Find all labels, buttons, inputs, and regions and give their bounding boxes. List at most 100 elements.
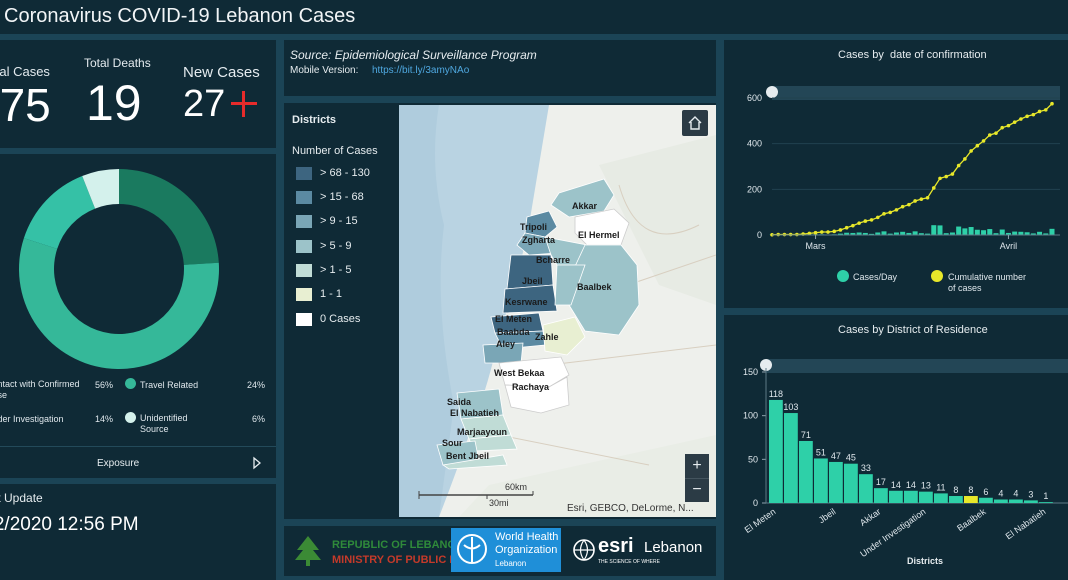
- legend-cases-day-swatch: [837, 270, 849, 282]
- cases-day-bar: [918, 233, 924, 235]
- cases-day-bar: [949, 232, 955, 235]
- map-label-el-hermel: El Hermel: [578, 230, 620, 240]
- cases-day-bar: [906, 232, 912, 235]
- cumulative-point: [1050, 101, 1054, 106]
- exposure-tab-label[interactable]: Exposure: [97, 458, 140, 469]
- mobile-version-link[interactable]: https://bit.ly/3amyNAo: [372, 65, 470, 76]
- legend-unidentified-pct: 6%: [252, 414, 266, 424]
- map-home-button[interactable]: [682, 110, 708, 136]
- cumulative-point: [931, 186, 936, 190]
- district-bar-value-label: 13: [921, 481, 931, 491]
- cumulative-point: [807, 231, 812, 236]
- map-legend-swatch-4: [296, 240, 312, 253]
- cases-day-bar: [900, 231, 906, 235]
- line-chart-xtick-label: Mars: [806, 241, 826, 251]
- esri-country: Lebanon: [644, 539, 703, 556]
- chevron-right-icon[interactable]: [252, 456, 262, 470]
- map-label-west-bekaa: West Bekaa: [494, 368, 545, 378]
- cases-day-bar: [981, 230, 987, 235]
- bar-chart-xtick-label: Jbeil: [817, 506, 838, 525]
- map-legend-label-6: 1 - 1: [320, 288, 343, 300]
- district-bar-value-label: 17: [876, 477, 886, 487]
- district-bar: [874, 488, 888, 503]
- cases-day-bar: [1030, 233, 1036, 235]
- who-line3: Lebanon: [495, 559, 527, 568]
- donut-slice-investigation: [23, 176, 96, 249]
- exposure-panel: Contact with Confirmed Case 56% Travel R…: [0, 154, 276, 478]
- bar-chart-slider-handle: [760, 359, 772, 371]
- map-legend-label-3: > 9 - 15: [320, 215, 358, 227]
- cases-day-bar: [869, 233, 875, 235]
- district-bar: [814, 458, 828, 503]
- bar-chart-range-slider: [766, 359, 1068, 373]
- district-bar-value-label: 14: [906, 480, 916, 490]
- district-bar-value-label: 8: [968, 485, 973, 495]
- map-label-saida: Saida: [447, 397, 472, 407]
- donut-slice-unidentified: [82, 169, 119, 209]
- map-legend-swatch-1: [296, 167, 312, 180]
- exposure-footer-divider: [0, 446, 276, 447]
- line-chart-ytick-label: 200: [747, 184, 762, 194]
- map-legend-label-2: > 15 - 68: [320, 191, 364, 203]
- legend-cumulative-label: Cumulative number of cases: [948, 272, 1027, 293]
- cumulative-point: [1000, 125, 1005, 130]
- bar-chart-ytick-label: 100: [743, 411, 758, 421]
- district-bar-value-label: 45: [846, 453, 856, 463]
- cedar-emblem-icon: [295, 536, 321, 566]
- map-legend-swatch-5: [296, 264, 312, 277]
- cumulative-point: [1043, 108, 1048, 112]
- district-bar-value-label: 33: [861, 463, 871, 473]
- cases-day-bar: [1049, 228, 1055, 235]
- cases-day-bar: [1043, 233, 1049, 235]
- map-label-sour: Sour: [442, 438, 463, 448]
- cumulative-point: [987, 133, 992, 137]
- cases-day-bar: [844, 232, 850, 235]
- cumulative-point: [844, 225, 849, 230]
- scale-bar: [418, 491, 534, 499]
- cumulative-point: [819, 230, 824, 234]
- district-bar-value-label: 14: [891, 480, 901, 490]
- district-bar-value-label: 3: [1028, 489, 1033, 499]
- map-label-kesrwane: Kesrwane: [505, 297, 548, 307]
- map-label-bcharre: Bcharre: [536, 255, 571, 265]
- cases-day-bar: [943, 233, 949, 235]
- map-legend-label-4: > 5 - 9: [320, 240, 352, 252]
- cumulative-point: [944, 174, 949, 179]
- map-label-baabda: Baabda: [497, 327, 530, 337]
- district-bar: [844, 463, 858, 503]
- mobile-version-label: Mobile Version:: [290, 65, 359, 76]
- cumulative-point: [919, 197, 924, 201]
- zoom-in-button[interactable]: +: [685, 454, 709, 478]
- map-view[interactable]: Akkar Tripoli Zgharta El Hermel Bcharre …: [399, 105, 716, 517]
- cases-day-bar: [974, 229, 980, 235]
- cumulative-point: [875, 215, 880, 220]
- line-chart-panel: Cases by date of confirmation 0 200 400 600…: [724, 40, 1068, 308]
- cases-day-bar: [993, 233, 999, 235]
- cases-day-bar: [856, 232, 862, 235]
- cases-day-bar: [887, 233, 893, 235]
- map-label-aley: Aley: [496, 339, 516, 349]
- cases-day-bar: [999, 229, 1005, 235]
- line-chart-range-slider: [772, 86, 1060, 100]
- zoom-out-button[interactable]: −: [685, 478, 709, 502]
- new-cases-label: New Cases: [183, 64, 260, 81]
- cumulative-point: [969, 149, 973, 153]
- source-text: Source: Epidemiological Surveillance Pro…: [290, 48, 537, 62]
- district-bar: [979, 497, 993, 503]
- district-bar-value-label: 47: [831, 451, 841, 461]
- cumulative-point: [826, 230, 830, 234]
- cumulative-point: [851, 223, 855, 228]
- district-bar: [784, 413, 798, 503]
- line-chart-ytick-label: 600: [747, 93, 762, 103]
- cases-day-bar: [937, 225, 943, 235]
- cases-day-bar: [1012, 231, 1018, 235]
- cumulative-point: [1025, 114, 1029, 119]
- map-label-jbeil: Jbeil: [522, 276, 543, 286]
- district-bar: [964, 496, 978, 503]
- legend-investigation-pct: 14%: [95, 414, 114, 424]
- cumulative-point: [888, 210, 893, 215]
- district-bar: [829, 461, 843, 503]
- map-attribution[interactable]: Esri, GEBCO, DeLorme, N...: [567, 503, 694, 514]
- cases-day-bar: [875, 232, 881, 235]
- bar-chart-xlabel: Districts: [907, 556, 944, 566]
